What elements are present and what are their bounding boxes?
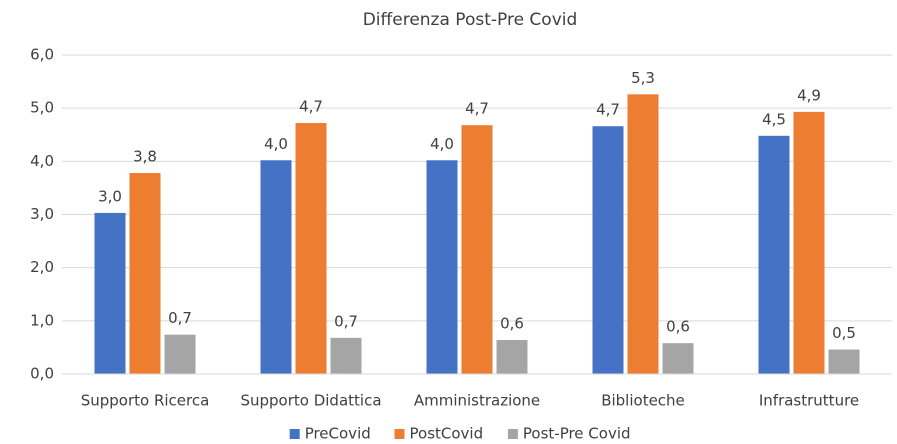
bar bbox=[592, 126, 624, 374]
data-label: 3,0 bbox=[98, 187, 122, 205]
bar bbox=[758, 135, 790, 374]
bar bbox=[662, 343, 694, 374]
chart-title: Differenza Post-Pre Covid bbox=[363, 10, 578, 30]
y-tick-label: 1,0 bbox=[30, 311, 54, 329]
data-label: 0,6 bbox=[666, 318, 690, 336]
data-label: 4,0 bbox=[430, 135, 454, 153]
data-label: 4,7 bbox=[596, 101, 620, 119]
bar bbox=[828, 349, 860, 374]
data-label: 4,7 bbox=[299, 98, 323, 116]
data-label: 0,7 bbox=[168, 309, 192, 327]
bar bbox=[461, 125, 493, 375]
y-tick-label: 6,0 bbox=[30, 46, 54, 64]
y-tick-label: 3,0 bbox=[30, 205, 54, 223]
legend-label: Post-Pre Covid bbox=[523, 425, 631, 443]
bar bbox=[330, 337, 362, 374]
x-tick-label: Biblioteche bbox=[601, 392, 685, 410]
data-label: 0,6 bbox=[500, 314, 524, 332]
data-label: 4,9 bbox=[797, 86, 821, 104]
data-label: 5,3 bbox=[631, 69, 655, 87]
bar bbox=[129, 173, 161, 374]
y-tick-label: 5,0 bbox=[30, 99, 54, 117]
bar bbox=[496, 339, 528, 374]
data-label: 4,7 bbox=[465, 100, 489, 118]
legend-swatch bbox=[394, 429, 405, 439]
y-tick-label: 4,0 bbox=[30, 152, 54, 170]
legend-label: PostCovid bbox=[410, 425, 484, 443]
data-label: 0,5 bbox=[832, 324, 856, 342]
x-tick-label: Amministrazione bbox=[414, 392, 540, 410]
x-tick-label: Supporto Didattica bbox=[240, 392, 381, 410]
data-label: 4,5 bbox=[762, 110, 786, 128]
data-label: 0,7 bbox=[334, 312, 358, 330]
bar bbox=[94, 212, 126, 374]
y-tick-label: 0,0 bbox=[30, 365, 54, 383]
data-label: 4,0 bbox=[264, 135, 288, 153]
bar bbox=[793, 111, 825, 374]
legend-swatch bbox=[507, 429, 518, 439]
legend-label: PreCovid bbox=[305, 425, 371, 443]
bar bbox=[295, 123, 327, 374]
bar bbox=[627, 94, 659, 375]
x-tick-label: Infrastrutture bbox=[759, 392, 859, 410]
y-tick-label: 2,0 bbox=[30, 258, 54, 276]
bar bbox=[164, 334, 196, 374]
bar bbox=[426, 160, 458, 374]
x-tick-label: Supporto Ricerca bbox=[81, 392, 210, 410]
data-label: 3,8 bbox=[133, 148, 157, 166]
bar bbox=[260, 160, 292, 374]
legend-swatch bbox=[289, 429, 300, 439]
